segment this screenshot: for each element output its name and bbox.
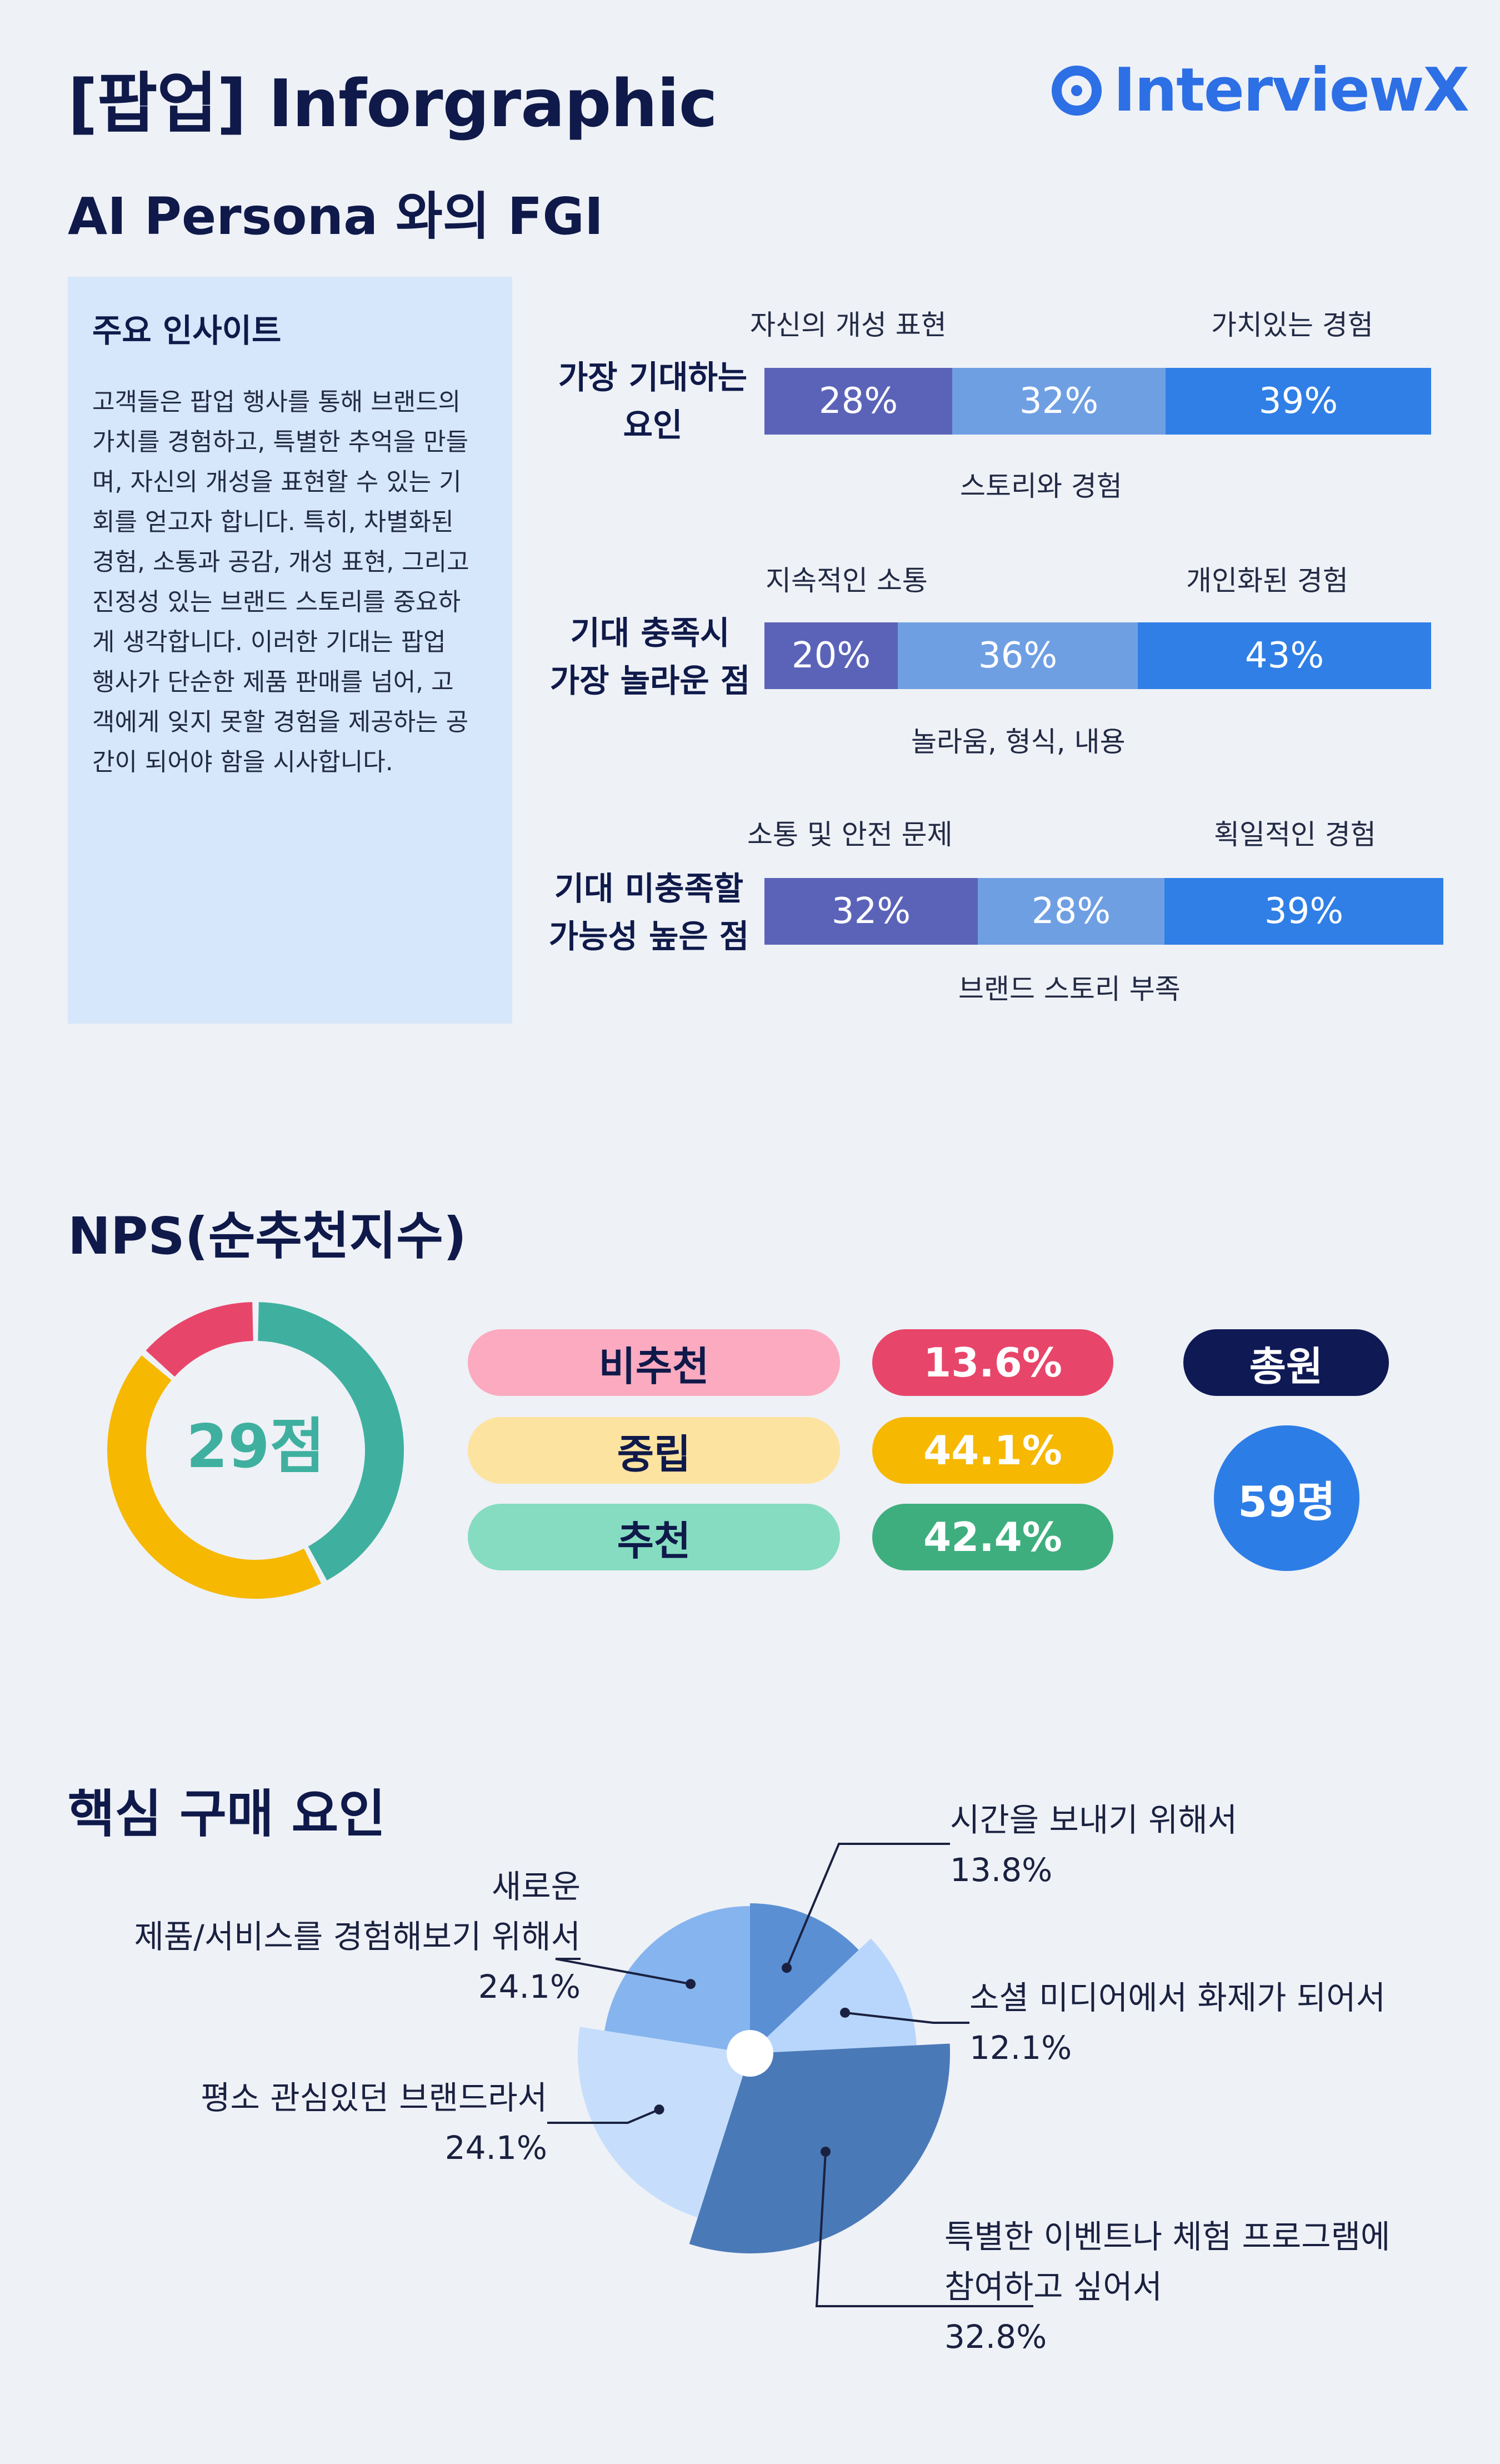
label-line: 가능성 높은 점 xyxy=(548,917,749,955)
insight-line: 며, 자신의 개성을 표현할 수 있는 기 xyxy=(92,468,462,496)
nps-value-passive: 44.1% xyxy=(872,1417,1113,1484)
label-value: 13.8% xyxy=(950,1851,1053,1889)
nps-arc xyxy=(257,1302,404,1581)
total-value: 59명 xyxy=(1214,1425,1359,1571)
label-value: 24.1% xyxy=(478,1968,581,2006)
brand-name: InterviewX xyxy=(1113,56,1469,125)
pie-label-time: 시간을 보내기 위해서 13.8% xyxy=(950,1795,1237,1895)
pie-label-event: 특별한 이벤트나 체험 프로그램에 참여하고 싶어서 32.8% xyxy=(944,2212,1390,2362)
label-value: 32.8% xyxy=(944,2318,1047,2356)
logo-ring-icon xyxy=(1052,65,1102,116)
section-title-purchase: 핵심 구매 요인 xyxy=(68,1784,386,1844)
insight-box: 주요 인사이트 고객들은 팝업 행사를 통해 브랜드의 가치를 경험하고, 특별… xyxy=(68,277,512,1024)
label-text: 새로운 xyxy=(491,1868,581,1906)
nps-label-passive: 중립 xyxy=(468,1417,840,1484)
pie-slice xyxy=(750,1938,917,2053)
nps-label-detractor: 비추천 xyxy=(468,1329,840,1396)
pie-slice xyxy=(577,2027,750,2218)
bar-caption: 스토리와 경험 xyxy=(960,470,1122,502)
nps-donut: 29점 xyxy=(107,1302,404,1599)
pie-slice xyxy=(689,2043,951,2253)
pie-leader-line xyxy=(555,1958,691,1986)
insight-line: 진정성 있는 브랜드 스토리를 중요하 xyxy=(92,588,461,616)
bar-segment: 43% xyxy=(1138,622,1431,689)
bar-row-label-2: 기대 충족시 가장 놀라운 점 xyxy=(539,609,761,705)
nps-label-promoter: 추천 xyxy=(468,1504,840,1570)
bar-segment: 39% xyxy=(1166,368,1431,435)
bar-segment: 36% xyxy=(898,622,1138,689)
bar-segment: 32% xyxy=(764,878,978,945)
bar-caption: 가치있는 경험 xyxy=(1211,309,1373,341)
insight-line: 행사가 단순한 제품 판매를 넘어, 고 xyxy=(92,668,454,696)
bar-caption: 지속적인 소통 xyxy=(766,565,928,597)
total-label: 총원 xyxy=(1183,1329,1389,1396)
section-title-nps: NPS(순추천지수) xyxy=(68,1206,467,1266)
bar-caption: 개인화된 경험 xyxy=(1186,565,1348,597)
bar-segment: 28% xyxy=(764,368,952,435)
bar-caption: 놀라움, 형식, 내용 xyxy=(911,726,1126,758)
bar-segment: 32% xyxy=(952,368,1166,435)
insight-line: 회를 얻고자 합니다. 특히, 차별화된 xyxy=(92,508,454,536)
label-value: 24.1% xyxy=(444,2129,547,2167)
bar-caption: 소통 및 안전 문제 xyxy=(747,819,953,851)
pie-leader-line xyxy=(547,2108,660,2124)
label-text: 특별한 이벤트나 체험 프로그램에 xyxy=(944,2218,1391,2256)
nps-score: 29점 xyxy=(186,1412,325,1482)
page-title: [팝업] Inforgraphic xyxy=(68,65,718,142)
insight-line: 고객들은 팝업 행사를 통해 브랜드의 xyxy=(92,388,461,416)
nps-value-detractor: 13.6% xyxy=(872,1329,1113,1396)
bar-row-label-3: 기대 미충족할 가능성 높은 점 xyxy=(538,865,760,960)
insight-line: 가치를 경험하고, 특별한 추억을 만들 xyxy=(92,428,469,456)
purchase-pie xyxy=(547,1843,1033,2307)
section-title-fgi: AI Persona 와의 FGI xyxy=(68,187,604,246)
insight-line: 게 생각합니다. 이러한 기대는 팝업 xyxy=(92,628,446,656)
pie-label-brand: 평소 관심있던 브랜드라서 24.1% xyxy=(197,2073,547,2173)
label-line: 가장 기대하는 xyxy=(558,358,748,396)
label-line: 가장 놀라운 점 xyxy=(549,662,751,700)
label-text: 참여하고 싶어서 xyxy=(944,2268,1162,2306)
label-value: 12.1% xyxy=(969,2029,1072,2067)
bar-row-label-1: 가장 기대하는 요인 xyxy=(542,353,764,449)
label-text: 제품/서비스를 경험해보기 위해서 xyxy=(134,1918,581,1956)
label-line: 요인 xyxy=(623,406,683,444)
label-text: 평소 관심있던 브랜드라서 xyxy=(201,2079,547,2117)
label-line: 기대 미충족할 xyxy=(554,870,744,907)
bar-segment: 28% xyxy=(978,878,1164,945)
pie-label-new: 새로운 제품/서비스를 경험해보기 위해서 24.1% xyxy=(119,1862,581,2012)
stacked-bar-2: 20% 36% 43% xyxy=(764,622,1431,689)
label-line: 기대 충족시 xyxy=(570,614,730,652)
insight-body: 고객들은 팝업 행사를 통해 브랜드의 가치를 경험하고, 특별한 추억을 만들… xyxy=(92,382,469,782)
pie-slice xyxy=(750,1903,859,2053)
pie-leader-line xyxy=(844,2011,969,2024)
bar-segment: 39% xyxy=(1164,878,1443,945)
nps-arc xyxy=(107,1355,322,1599)
brand-logo: InterviewX xyxy=(1050,56,1469,125)
nps-arc xyxy=(146,1302,254,1377)
bar-segment: 20% xyxy=(764,622,898,689)
label-text: 시간을 보내기 위해서 xyxy=(950,1801,1238,1839)
insight-line: 객에게 잊지 못할 경험을 제공하는 공 xyxy=(92,708,469,736)
stacked-bar-3: 32% 28% 39% xyxy=(764,878,1443,945)
insight-title: 주요 인사이트 xyxy=(92,312,282,350)
insight-line: 경험, 소통과 공감, 개성 표현, 그리고 xyxy=(92,548,469,576)
pie-slice xyxy=(604,1906,750,2053)
bar-caption: 획일적인 경험 xyxy=(1214,819,1376,851)
pie-leader-line xyxy=(815,2151,1033,2307)
stacked-bar-1: 28% 32% 39% xyxy=(764,368,1431,435)
bar-caption: 자신의 개성 표현 xyxy=(750,309,947,341)
insight-line: 간이 되어야 함을 시사합니다. xyxy=(92,748,393,776)
bar-caption: 브랜드 스토리 부족 xyxy=(958,973,1181,1005)
label-text: 소셜 미디어에서 화제가 되어서 xyxy=(969,1979,1386,2017)
pie-label-social: 소셜 미디어에서 화제가 되어서 12.1% xyxy=(969,1973,1386,2073)
pie-leader-line xyxy=(786,1843,950,1968)
nps-value-promoter: 42.4% xyxy=(872,1504,1113,1570)
